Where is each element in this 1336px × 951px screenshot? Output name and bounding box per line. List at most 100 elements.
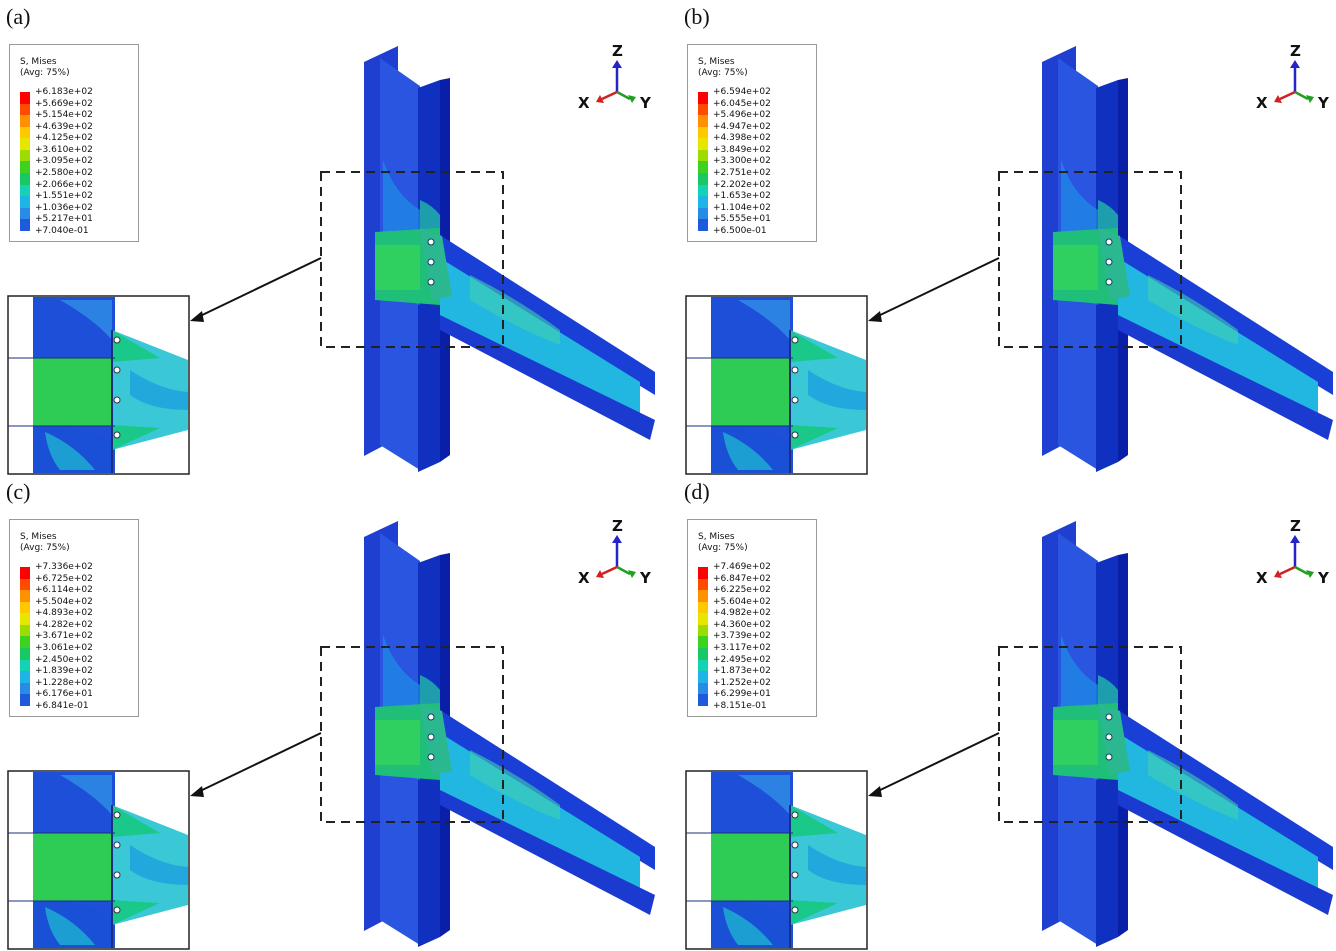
- legend-value: +7.469e+02: [713, 562, 771, 572]
- legend-value: +2.751e+02: [713, 168, 771, 179]
- result-panel-d: (d) S, Mises (Avg: 75%) +7.469e+02 +6.847…: [678, 475, 1336, 950]
- detail-region-box: [320, 171, 504, 348]
- legend-value: +5.496e+02: [713, 110, 771, 121]
- legend-value: +6.725e+02: [35, 573, 93, 584]
- legend-value: +1.873e+02: [713, 666, 771, 677]
- stress-legend: S, Mises (Avg: 75%) +7.336e+02 +6.725e+02…: [9, 519, 139, 717]
- x-axis-label: X: [1256, 569, 1268, 587]
- legend-title: S, Mises (Avg: 75%): [20, 57, 70, 79]
- legend-swatch: [20, 103, 30, 116]
- zoom-inset: [7, 295, 190, 475]
- panel-label: (a): [6, 4, 31, 29]
- legend-swatch: [20, 659, 30, 672]
- y-axis-label: Y: [640, 569, 651, 587]
- legend-swatch: [20, 613, 30, 625]
- inset-plate: [33, 833, 115, 901]
- axis-triad: Z X Y: [572, 515, 662, 595]
- callout-arrow: [195, 257, 322, 319]
- legend-title-line: S, Mises: [20, 532, 57, 542]
- legend-values: +6.594e+02 +6.045e+02 +5.496e+02 +4.947e+02…: [713, 87, 771, 238]
- legend-colorbar: [20, 92, 30, 231]
- legend-swatch: [20, 219, 30, 231]
- legend-value: +6.225e+02: [713, 585, 771, 596]
- panel-label: (c): [6, 479, 31, 504]
- axis-triad: Z X Y: [572, 40, 662, 120]
- legend-value: +6.841e-01: [35, 700, 89, 711]
- legend-swatch: [20, 207, 30, 220]
- legend-swatch: [698, 648, 708, 660]
- legend-swatch: [698, 92, 708, 104]
- legend-swatch: [20, 184, 30, 197]
- legend-value: +4.360e+02: [713, 619, 771, 630]
- legend-swatch: [698, 578, 708, 591]
- legend-subtitle-line: (Avg: 75%): [698, 543, 748, 553]
- legend-value: +4.982e+02: [713, 608, 771, 619]
- legend-swatch: [20, 636, 30, 649]
- legend-subtitle-line: (Avg: 75%): [20, 543, 70, 553]
- legend-value: +7.336e+02: [35, 562, 93, 572]
- beam-top-flange: [440, 235, 655, 395]
- detail-region-box: [320, 646, 504, 823]
- legend-colorbar: [698, 92, 708, 231]
- legend-value: +6.500e-01: [713, 225, 767, 236]
- legend-swatch: [698, 161, 708, 174]
- legend-value: +3.671e+02: [35, 631, 93, 642]
- legend-swatch: [698, 103, 708, 116]
- y-axis-label: Y: [1318, 569, 1329, 587]
- legend-swatch: [20, 694, 30, 706]
- legend-swatch: [20, 138, 30, 150]
- legend-swatch: [698, 671, 708, 683]
- inset-plate: [33, 358, 115, 426]
- legend-value: +6.114e+02: [35, 585, 93, 596]
- beam-top-flange: [1118, 235, 1333, 395]
- legend-title: S, Mises (Avg: 75%): [20, 532, 70, 554]
- legend-value: +6.594e+02: [713, 87, 771, 97]
- legend-title: S, Mises (Avg: 75%): [698, 532, 748, 554]
- fea-model-view: [685, 521, 1333, 950]
- y-axis-label: Y: [640, 94, 651, 112]
- legend-value: +2.580e+02: [35, 168, 93, 179]
- legend-value: +2.202e+02: [713, 179, 771, 190]
- legend-value: +6.045e+02: [713, 98, 771, 109]
- legend-value: +2.066e+02: [35, 179, 93, 190]
- z-axis-label: Z: [612, 517, 623, 535]
- legend-swatch: [698, 659, 708, 672]
- callout-arrow: [873, 257, 1000, 319]
- legend-value: +3.300e+02: [713, 156, 771, 167]
- legend-value: +6.299e+01: [713, 689, 771, 700]
- result-panel-b: (b) S, Mises (Avg: 75%) +6.594e+02 +6.045…: [678, 0, 1336, 475]
- beam-top-flange: [1118, 710, 1333, 870]
- legend-swatch: [698, 207, 708, 220]
- panel-label: (b): [684, 4, 710, 29]
- legend-value: +1.839e+02: [35, 666, 93, 677]
- fea-model-view: [7, 521, 655, 950]
- legend-swatch: [20, 115, 30, 127]
- stress-legend: S, Mises (Avg: 75%) +6.594e+02 +6.045e+02…: [687, 44, 817, 242]
- legend-swatch: [698, 138, 708, 150]
- legend-swatch: [20, 149, 30, 162]
- legend-swatch: [20, 624, 30, 637]
- legend-swatch: [698, 682, 708, 695]
- zoom-inset: [7, 770, 190, 950]
- legend-value: +6.176e+01: [35, 689, 93, 700]
- legend-swatch: [698, 173, 708, 185]
- legend-value: +7.040e-01: [35, 225, 89, 236]
- legend-value: +1.228e+02: [35, 677, 93, 688]
- legend-value: +3.739e+02: [713, 631, 771, 642]
- axis-triad-arrows: [596, 535, 636, 578]
- legend-value: +5.217e+01: [35, 214, 93, 225]
- legend-subtitle-line: (Avg: 75%): [20, 68, 70, 78]
- inset-plate: [711, 358, 793, 426]
- z-axis-label: Z: [612, 42, 623, 60]
- beam-top-flange: [440, 710, 655, 870]
- legend-value: +6.847e+02: [713, 573, 771, 584]
- legend-value: +1.551e+02: [35, 191, 93, 202]
- result-panel-a: (a) S, Mises (Avg: 75%) +6.183e+02 +5.669…: [0, 0, 668, 475]
- legend-swatch: [20, 126, 30, 139]
- axis-triad-arrows: [1274, 60, 1314, 103]
- legend-swatch: [698, 184, 708, 197]
- detail-region-box: [998, 171, 1182, 348]
- legend-swatch: [20, 196, 30, 208]
- legend-swatch: [20, 173, 30, 185]
- legend-swatch: [20, 567, 30, 579]
